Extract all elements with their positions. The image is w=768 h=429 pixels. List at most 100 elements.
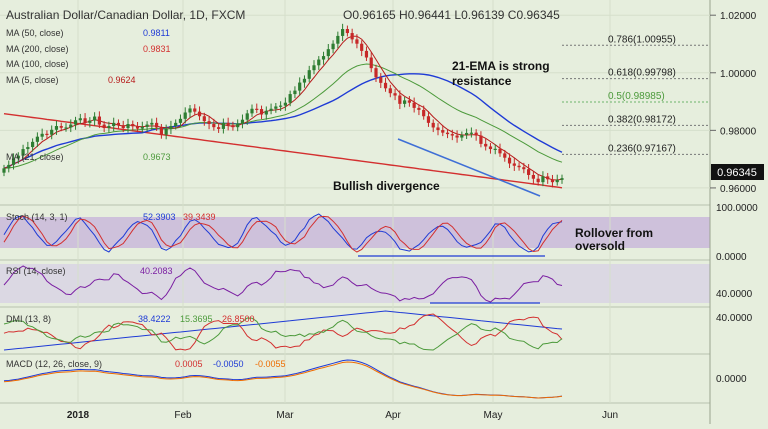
ma5-label[interactable]: MA (5, close): [6, 75, 59, 85]
candle: [460, 131, 464, 141]
stoch-d-line: [3, 215, 563, 253]
candle: [21, 144, 25, 160]
ma21-label[interactable]: MA (21, close): [6, 152, 64, 162]
candle: [298, 77, 302, 96]
time-tick-label: Apr: [385, 410, 401, 421]
ma200-label[interactable]: MA (200, close): [6, 44, 69, 54]
ema-annotation-line1: 21-EMA is strong: [452, 59, 550, 73]
stoch-tick-100: 100.0000: [716, 203, 758, 214]
time-tick-label: Mar: [276, 410, 294, 421]
candle: [164, 124, 168, 140]
macd-value-3: -0.0055: [255, 359, 286, 369]
candle: [441, 124, 445, 137]
price-tick-label: 1.02000: [720, 11, 757, 22]
candle: [388, 84, 392, 98]
candle: [7, 160, 11, 173]
ma50-line: [3, 73, 563, 169]
candle: [283, 97, 287, 111]
candle: [245, 109, 249, 125]
candle: [350, 28, 354, 44]
ma5-value: 0.9624: [108, 75, 136, 85]
macd-value-2: -0.0050: [213, 359, 244, 369]
candle: [2, 164, 6, 177]
ma200-value: 0.9831: [143, 44, 171, 54]
price-tick-label: 0.96000: [720, 184, 757, 195]
candle: [541, 171, 545, 187]
dmi-tick-40: 40.0000: [716, 313, 753, 324]
candle: [178, 114, 183, 127]
dmi-plus-line: [3, 317, 563, 351]
candle: [422, 105, 426, 120]
candle: [64, 123, 68, 132]
candle: [16, 152, 20, 164]
ema-annotation-line2: resistance: [452, 74, 512, 88]
candle: [54, 120, 59, 135]
candle: [226, 117, 230, 131]
candle: [312, 60, 316, 75]
candle: [59, 122, 63, 132]
oscillator-lines: [3, 213, 563, 399]
stoch-band: [0, 217, 710, 248]
stoch-d-value: 39.3439: [183, 212, 216, 222]
rollover-line2: oversold: [575, 239, 625, 253]
candle: [169, 120, 173, 135]
candle: [555, 174, 559, 186]
candle: [484, 138, 488, 151]
candle: [240, 114, 245, 129]
dmi-minus-line: [3, 313, 563, 351]
candle: [93, 112, 97, 126]
candle: [126, 118, 130, 133]
candle: [326, 43, 330, 60]
candle: [274, 103, 278, 113]
candle: [474, 129, 478, 141]
candle: [374, 64, 378, 82]
divergence-annotation: Bullish divergence: [333, 179, 440, 193]
ma100-label[interactable]: MA (100, close): [6, 59, 69, 69]
candle: [26, 141, 30, 154]
stoch-tick-0: 0.0000: [716, 252, 747, 263]
last-price-box: [711, 164, 764, 180]
candle: [221, 118, 225, 134]
last-price-label: 0.96345: [717, 167, 757, 179]
candle: [269, 103, 273, 115]
candles: [2, 23, 564, 188]
macd-signal-line: [3, 361, 563, 399]
candle: [469, 127, 473, 138]
candle: [479, 131, 483, 148]
candle: [431, 119, 435, 133]
dmi-value-2: 15.3695: [180, 314, 213, 324]
candle: [140, 121, 144, 133]
candle: [455, 130, 459, 143]
candle: [379, 73, 383, 89]
macd-label[interactable]: MACD (12, 26, close, 9): [6, 359, 102, 369]
candle: [450, 129, 454, 141]
candle: [35, 132, 39, 148]
candle: [207, 116, 211, 130]
dmi-label[interactable]: DMI (13, 8): [6, 314, 51, 324]
candle: [255, 103, 259, 114]
rsi-label[interactable]: RSI (14, close): [6, 266, 66, 276]
candle: [159, 124, 163, 139]
candle: [360, 40, 364, 57]
candle: [336, 31, 340, 49]
candle: [236, 119, 240, 132]
ma50-label[interactable]: MA (50, close): [6, 28, 64, 38]
time-axis: 2018 Feb Mar Apr May Jun: [67, 410, 618, 421]
stoch-label[interactable]: Stoch (14, 3, 1): [6, 212, 68, 222]
dmi-value-3: 26.8500: [222, 314, 255, 324]
fib-levels: 0.786(1.00955) 0.618(0.99798) 0.5(0.98985)…: [562, 34, 708, 155]
candle: [546, 172, 550, 184]
candle: [31, 138, 35, 152]
candle: [40, 128, 44, 141]
ma200-line: [3, 113, 563, 189]
candle: [193, 104, 197, 116]
candle: [503, 149, 507, 162]
time-tick-label: Feb: [174, 410, 192, 421]
dmi-adx-line: [3, 310, 563, 351]
chart-header: Australian Dollar/Canadian Dollar, 1D, F…: [6, 8, 560, 22]
macd-value-1: 0.0005: [175, 359, 203, 369]
candle: [531, 171, 535, 184]
ema-annotation: 21-EMA is strong resistance: [452, 59, 553, 88]
